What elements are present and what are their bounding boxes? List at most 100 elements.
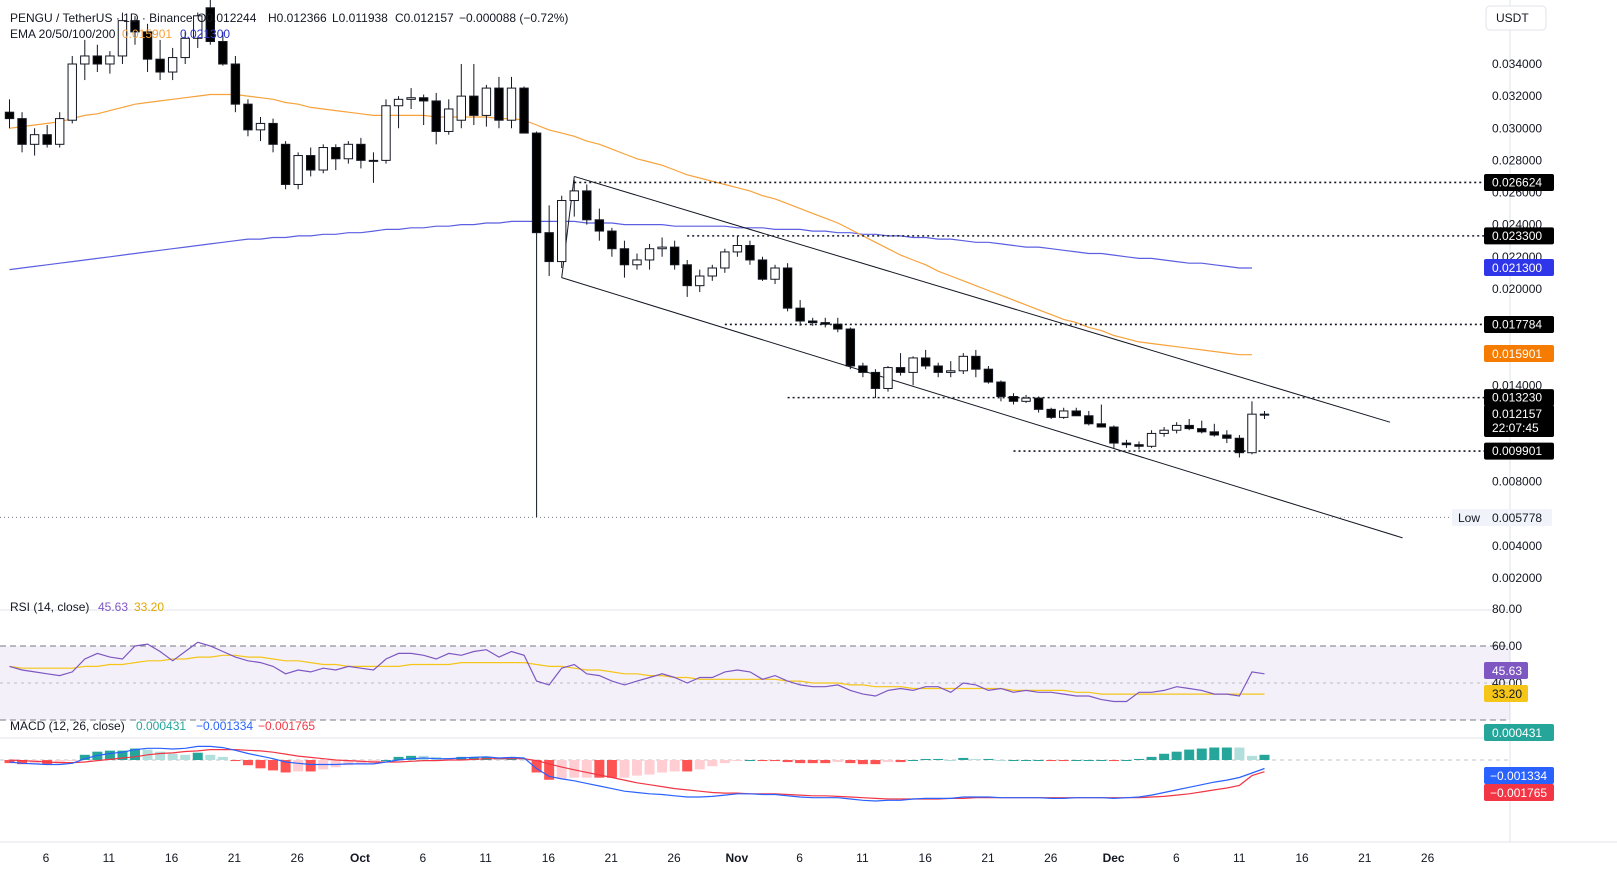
- candle-body: [456, 95, 467, 121]
- rsi-value-badge-text: 45.63: [1492, 664, 1522, 678]
- level-badge: [1484, 389, 1554, 407]
- macd-line-badge-text: −0.001334: [1490, 769, 1547, 783]
- macd-hist-bar: [883, 760, 893, 763]
- price-tick-label: 0.004000: [1492, 539, 1542, 553]
- macd-hist-bar: [67, 760, 78, 762]
- macd-hist-bar: [757, 760, 768, 762]
- macd-hist-bar: [870, 760, 881, 765]
- macd-hist-bar: [1096, 760, 1107, 761]
- candle-body: [707, 267, 717, 277]
- symbol-title[interactable]: PENGU / TetherUS · 1D · Binance: [10, 11, 193, 25]
- macd-hist-bar: [79, 754, 90, 760]
- rsi-legend-label[interactable]: RSI (14, close): [10, 600, 89, 614]
- level-badge: [1484, 442, 1554, 460]
- macd-hist-bar: [280, 760, 291, 773]
- candle-body: [1134, 444, 1144, 447]
- macd-hist-bar: [933, 758, 944, 760]
- macd-hist-bar: [895, 760, 906, 763]
- candle-body: [255, 122, 266, 131]
- last-price-text: 0.012157: [1492, 407, 1542, 421]
- time-axis-label: 6: [1173, 851, 1180, 865]
- candle-body: [494, 87, 504, 121]
- ema50-badge: [1484, 345, 1554, 362]
- level-badge-text: 0.017784: [1492, 317, 1542, 331]
- macd-hist-bar: [544, 760, 555, 780]
- candle-body: [958, 355, 968, 372]
- candle-body: [983, 368, 994, 383]
- macd-hist-bar: [795, 760, 806, 764]
- candle-body: [1121, 442, 1132, 446]
- price-tick-label: 0.002000: [1492, 571, 1542, 585]
- macd-hist-bar: [1234, 747, 1245, 760]
- macd-hist-bar: [1046, 760, 1057, 762]
- candle-body: [619, 248, 630, 266]
- macd-hist-bar: [983, 758, 994, 760]
- candle-body: [155, 58, 165, 73]
- level-badge-text: 0.013230: [1492, 391, 1542, 405]
- candle-body: [594, 219, 605, 232]
- macd-hist-bar: [995, 760, 1006, 761]
- candle-body: [720, 251, 730, 269]
- candle-body: [657, 246, 667, 250]
- candle-body: [1096, 423, 1107, 428]
- time-axis-label: 11: [856, 851, 869, 865]
- candle-body: [770, 267, 780, 280]
- horizontal-levels[interactable]: 0.026624 0.023300 0.017784 0.013230 0.009901: [574, 173, 1554, 460]
- macd-hist-bar: [519, 758, 530, 760]
- candle-body: [243, 103, 253, 131]
- rsi-lines: [9, 641, 1265, 703]
- candle-body: [1184, 424, 1194, 430]
- countdown-text: 22:07:45: [1492, 421, 1539, 435]
- macd-hist-bar: [1221, 747, 1232, 760]
- time-axis-label: 21: [228, 851, 242, 865]
- currency-box[interactable]: [1485, 5, 1547, 31]
- macd-hist-bar: [594, 760, 605, 778]
- macd-hist-bar: [1159, 753, 1170, 760]
- macd-hist-bar: [117, 750, 128, 760]
- candle-body: [732, 245, 743, 253]
- candle-body: [1197, 428, 1207, 433]
- macd-hist-bar: [293, 760, 304, 772]
- macd-hist-bar: [782, 760, 793, 763]
- level-badge: [1484, 227, 1554, 245]
- macd-hist-badge-text: 0.000431: [1492, 726, 1542, 740]
- macd-hist-bar: [468, 756, 479, 760]
- price-axis-ticks: 0.0340000.0320000.0300000.0280000.026000…: [1492, 57, 1542, 585]
- macd-hist-bar: [970, 758, 981, 760]
- time-axis-label: Oct: [350, 851, 370, 865]
- macd-hist-bar: [1184, 749, 1195, 760]
- rsi-band: [0, 646, 1510, 720]
- macd-hist-bar: [192, 752, 203, 760]
- candle-body: [293, 155, 303, 185]
- candle-body: [142, 31, 153, 60]
- price-tick-label: 0.014000: [1492, 378, 1542, 392]
- candle-body: [544, 232, 554, 263]
- candle-body: [105, 55, 115, 65]
- ema200-badge: [1484, 259, 1554, 276]
- candle-body: [117, 20, 128, 57]
- ema-legend-value-2: 0.021300: [180, 27, 230, 41]
- ema200-line: [9, 220, 1252, 271]
- time-axis-label: 11: [479, 851, 492, 865]
- candle-body: [368, 159, 379, 162]
- low-badge-label: Low: [1458, 511, 1480, 525]
- macd-legend-label[interactable]: MACD (12, 26, close): [10, 719, 125, 733]
- macd-hist-bar: [1209, 747, 1220, 760]
- ema200-badge-text: 0.021300: [1492, 261, 1542, 275]
- ema-legend-label[interactable]: EMA 20/50/100/200: [10, 27, 116, 41]
- macd-hist-bar: [343, 760, 354, 766]
- candle-body: [230, 63, 241, 105]
- candle-body: [431, 100, 441, 132]
- candle-body: [193, 15, 203, 39]
- macd-hist-bar: [644, 760, 655, 775]
- macd-hist-bar: [493, 758, 504, 760]
- candle-body: [669, 246, 680, 266]
- candle-body: [996, 381, 1006, 397]
- candle-body: [1071, 410, 1081, 417]
- candle-body: [1247, 413, 1257, 454]
- ohlc-high: H0.012366: [268, 11, 327, 25]
- candle-body: [607, 230, 617, 250]
- candle-body: [1146, 432, 1157, 447]
- candle-body: [1046, 408, 1056, 418]
